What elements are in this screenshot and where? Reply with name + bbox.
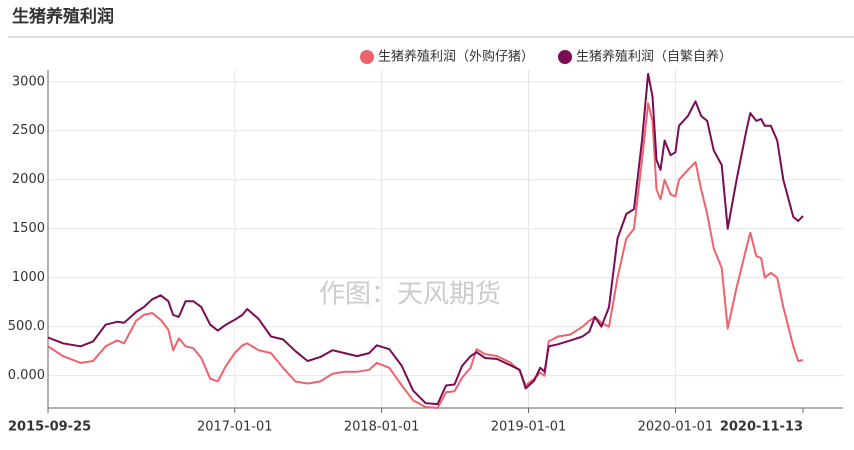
- chart-title: 生猪养殖利润: [12, 6, 114, 27]
- series-line: [47, 102, 804, 409]
- y-tick-label: 2500: [12, 123, 45, 138]
- x-tick-label: 2017-01-01: [197, 420, 273, 435]
- x-tick-label: 2018-01-01: [344, 420, 420, 435]
- y-tick-label: 2000: [12, 172, 45, 187]
- x-tick-label: 2020-01-01: [638, 420, 714, 435]
- y-tick-label: 0.000: [8, 368, 45, 383]
- series-line: [47, 72, 804, 406]
- y-tick-label: 1000: [12, 270, 45, 285]
- legend-swatch: [558, 50, 573, 64]
- y-tick-label: 1500: [12, 221, 45, 236]
- x-tick-label: 2015-09-25: [8, 420, 91, 435]
- legend-item: 生猪养殖利润（自繁自养）: [558, 49, 732, 65]
- legend-item: 生猪养殖利润（外购仔猪）: [360, 49, 534, 65]
- y-tick-label: 3000: [12, 74, 45, 89]
- x-tick-label: 2019-01-01: [491, 420, 567, 435]
- legend-label: 生猪养殖利润（外购仔猪）: [378, 49, 534, 65]
- legend-swatch: [360, 50, 374, 64]
- y-tick-label: 500.0: [8, 319, 45, 334]
- legend-label: 生猪养殖利润（自繁自养）: [576, 49, 732, 65]
- x-tick-label: 2020-11-13: [720, 420, 803, 435]
- watermark: 作图：天风期货: [319, 280, 501, 310]
